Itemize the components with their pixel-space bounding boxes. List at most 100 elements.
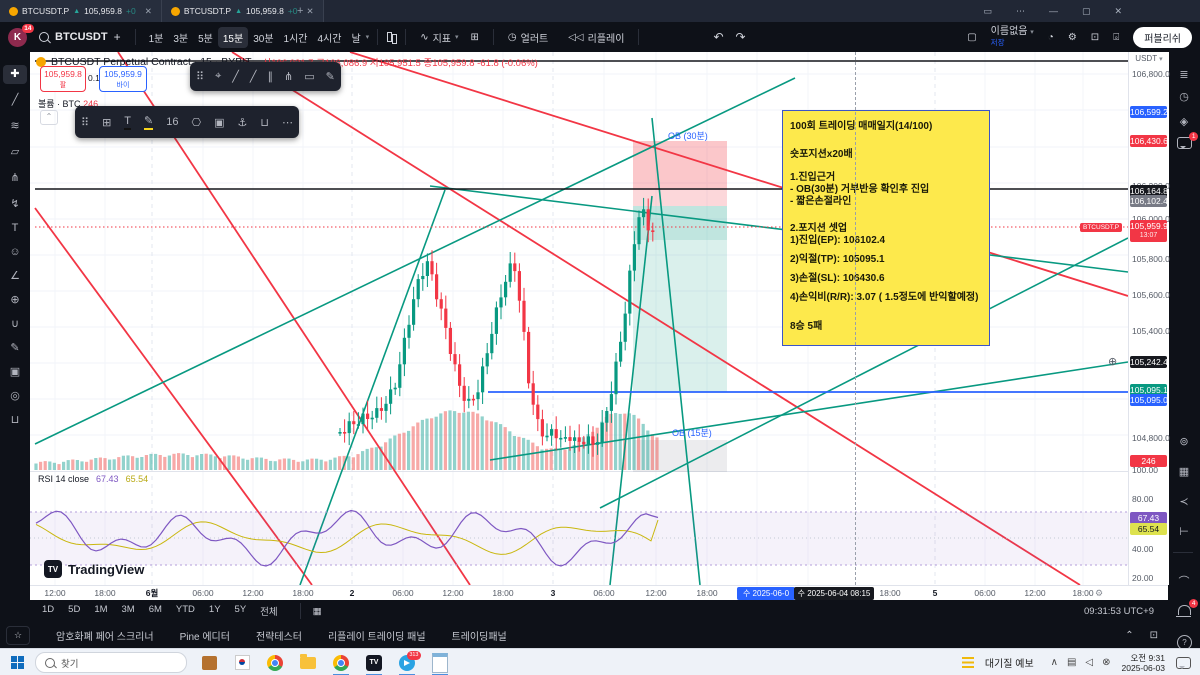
app-tradingview[interactable]: TV	[364, 653, 384, 675]
range-button[interactable]: 5D	[68, 604, 81, 615]
symbol-search[interactable]: BTCUSDT	[39, 31, 108, 43]
layout-grid-icon[interactable]: ⊞	[470, 31, 479, 43]
price-axis[interactable]: USDT ▾ 106,800.0106,200.0106,000.0105,80…	[1128, 52, 1170, 585]
volume-icon[interactable]: ◁	[1085, 657, 1094, 668]
save-label[interactable]: 저장	[990, 37, 1005, 47]
fullscreen-icon[interactable]: ⊡	[1090, 31, 1100, 43]
app-package[interactable]	[199, 653, 219, 673]
more-icon[interactable]: ⋯	[281, 116, 293, 129]
weather-label[interactable]: 대기질 예보	[984, 659, 1034, 670]
tradingview-logo[interactable]: TV TradingView	[44, 560, 144, 578]
range-button[interactable]: YTD	[175, 604, 195, 615]
range-button[interactable]: 1M	[94, 604, 108, 615]
streams-icon[interactable]: ⊢	[1179, 526, 1189, 538]
bell-icon[interactable]: 4	[1176, 599, 1198, 618]
delete-icon[interactable]: ⊔	[260, 116, 269, 129]
drag-handle-icon[interactable]: ⠿	[81, 116, 90, 129]
ob30-label[interactable]: OB (30분)	[668, 131, 708, 141]
cross-line-icon[interactable]: ⌖	[215, 70, 222, 82]
font-size-value[interactable]: 16	[166, 116, 179, 128]
redo-button[interactable]: ↷	[735, 30, 746, 44]
panel-collapse-icon[interactable]: ⌃	[1125, 629, 1134, 641]
notification-center-icon[interactable]	[1176, 656, 1191, 669]
axis-settings-icon[interactable]: ⚙	[1095, 588, 1104, 598]
range-button[interactable]: 전체	[260, 607, 278, 618]
zoom-in-icon[interactable]: ⊕	[10, 294, 20, 306]
template-icon[interactable]: ⊞	[102, 116, 112, 129]
range-button[interactable]: 1Y	[208, 604, 221, 615]
minimize-icon[interactable]: —	[1048, 6, 1058, 16]
ime-icon[interactable]: ▤	[1066, 657, 1077, 668]
timeframe-button[interactable]: 4시간	[317, 33, 342, 45]
timeframe-button[interactable]: 5분	[198, 33, 213, 45]
app-chrome-2[interactable]	[331, 653, 351, 675]
fill-color-icon[interactable]: ✎	[144, 115, 154, 130]
hotlist-icon[interactable]: ⊚	[1179, 436, 1189, 448]
tab-close-icon[interactable]: ✕	[306, 5, 314, 16]
lock-icon[interactable]: ▣	[214, 116, 225, 129]
clock-utc[interactable]: 09:31:53 UTC+9	[1084, 605, 1154, 617]
start-button[interactable]	[11, 656, 24, 669]
app-telegram[interactable]: 313	[397, 650, 421, 675]
drawing-mode-icon[interactable]: ✎	[10, 342, 20, 354]
undo-button[interactable]: ↶	[713, 30, 724, 44]
compare-add-button[interactable]: +	[113, 30, 121, 44]
range-button[interactable]: 1D	[42, 604, 55, 615]
buy-button[interactable]: 105,959.9 바이	[99, 66, 147, 92]
timeframe-button[interactable]: 날	[351, 33, 361, 45]
app-ime-flag[interactable]	[232, 653, 252, 673]
watchlist-icon[interactable]: ≣	[1179, 69, 1189, 81]
cast-icon[interactable]: ▭	[983, 5, 992, 16]
ideas-icon[interactable]: ≺	[1179, 496, 1189, 508]
chart-type-icon[interactable]	[386, 31, 398, 44]
tab-close-icon[interactable]: ✕	[144, 5, 152, 16]
minds-icon[interactable]: ⌒	[1178, 576, 1190, 588]
measure-icon[interactable]: ∠	[10, 270, 20, 282]
user-avatar[interactable]: K 14	[8, 23, 34, 47]
parallel-channel-icon[interactable]: ∥	[267, 71, 274, 83]
timeframe-button[interactable]: 30분	[253, 33, 274, 45]
go-to-date-icon[interactable]: ▦	[312, 605, 322, 617]
magnet-icon[interactable]: ∪	[10, 318, 20, 330]
panel-tab[interactable]: 트레이딩패널	[451, 631, 507, 643]
trend-line-icon[interactable]: ╱	[11, 94, 19, 106]
sell-button[interactable]: 105,959.8 팔	[40, 66, 86, 92]
plus-marker-icon[interactable]: ⊕	[1108, 356, 1118, 368]
panel-tab[interactable]: 전략테스터	[255, 631, 302, 643]
layers-icon[interactable]: ◈	[1179, 116, 1189, 128]
lock-all-icon[interactable]: ▣	[9, 366, 21, 378]
timeframe-button[interactable]: 15분	[217, 26, 249, 48]
panel-tab[interactable]: 리플레이 트레이딩 패널	[327, 631, 426, 643]
drag-handle-icon[interactable]: ⠿	[196, 71, 205, 83]
volume-label[interactable]: 볼륨 · BTC	[38, 99, 81, 109]
browser-tab[interactable]: BTCUSDT.P ▲ 105,959.8 +0 ✕	[0, 0, 162, 22]
chat-icon[interactable]: 1	[1177, 132, 1198, 152]
pitchfork-icon[interactable]: ⋔	[10, 172, 20, 184]
app-file-explorer[interactable]	[298, 653, 318, 673]
action-center-icon[interactable]: ⊗	[1102, 657, 1111, 668]
browser-tab[interactable]: BTCUSDT.P ▲ 105,959.8 +0 ✕	[161, 0, 324, 22]
app-notes[interactable]	[430, 652, 450, 675]
settings-gear-icon[interactable]: ⚙	[1067, 31, 1077, 43]
panel-expand-icon[interactable]: ⊡	[1149, 629, 1158, 641]
text-tool-icon[interactable]: T	[11, 222, 19, 234]
favorites-star-icon[interactable]: ☆	[6, 625, 30, 645]
trade-journal-note[interactable]: 100회 트레이딩 매매일지(14/100) 숏포지션x20배 1.진입근거 - OB…	[782, 110, 990, 346]
alert-button[interactable]: ◷ 얼러트	[507, 31, 549, 45]
settings-icon[interactable]: ⎔	[191, 116, 202, 129]
replay-button[interactable]: ◁◁ 리플레이	[568, 31, 625, 45]
browser-menu-icon[interactable]: ⋯	[1015, 5, 1025, 16]
timeframe-button[interactable]: 1시간	[283, 33, 308, 45]
app-chrome-1[interactable]	[265, 653, 285, 673]
range-button[interactable]: 6M	[148, 604, 162, 615]
pitchfork-icon[interactable]: ⋔	[284, 71, 294, 83]
close-icon[interactable]: ✕	[1114, 5, 1122, 16]
crosshair-icon[interactable]: ✚	[3, 65, 27, 84]
taskbar-search[interactable]: 찾기	[35, 652, 187, 673]
rsi-title[interactable]: RSI 14 close	[38, 474, 90, 484]
range-button[interactable]: 5Y	[234, 604, 247, 615]
alerts-icon[interactable]: ◷	[1179, 91, 1189, 103]
ob15-label[interactable]: OB (15분)	[672, 428, 712, 438]
range-button[interactable]: 3M	[121, 604, 135, 615]
snapshot-camera-icon[interactable]: ⌻	[1113, 31, 1120, 43]
